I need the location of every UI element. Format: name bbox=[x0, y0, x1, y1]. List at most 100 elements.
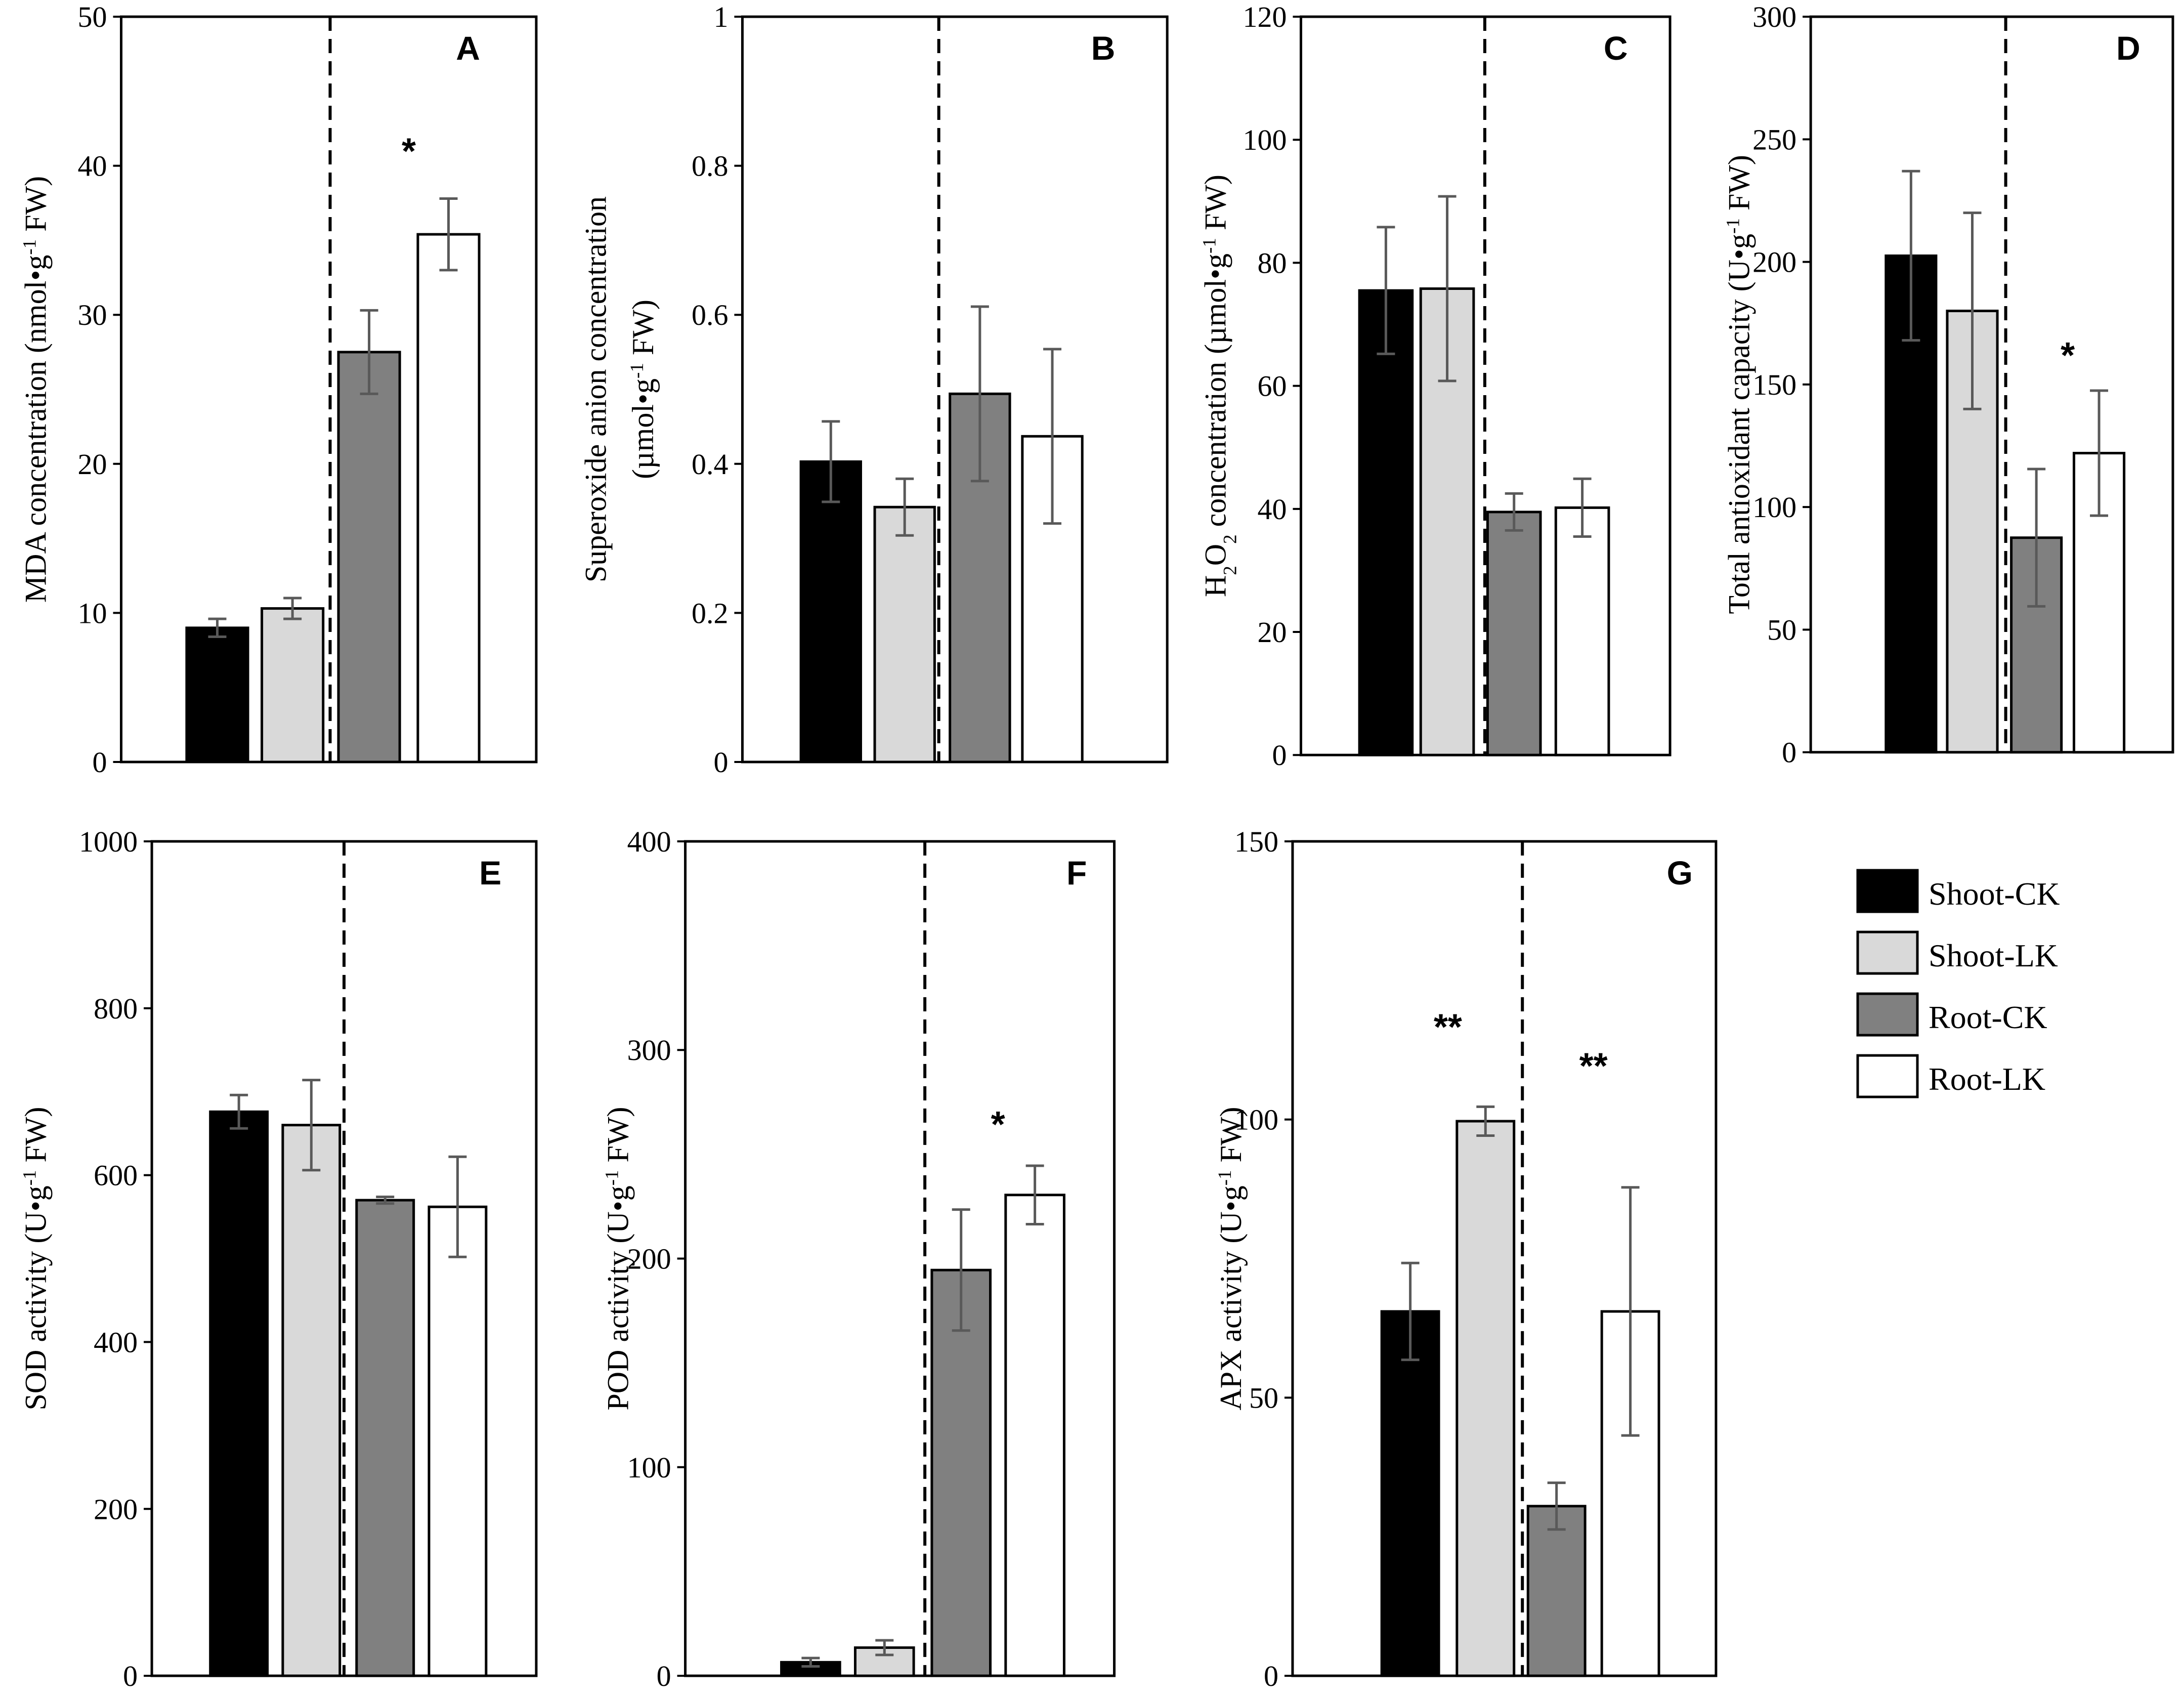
y-axis-label-b-line2: (µmol•g-1 FW) bbox=[626, 300, 660, 479]
error-bar-shoot-ck-f bbox=[801, 1657, 820, 1668]
y-tick-label-g: 0 bbox=[1264, 1660, 1278, 1692]
bar-shoot-lk-b bbox=[873, 505, 936, 763]
error-bar-shoot-lk-d bbox=[1963, 211, 1982, 410]
y-tick-label-c: 40 bbox=[1257, 493, 1287, 526]
y-tick-label-d: 150 bbox=[1752, 368, 1796, 401]
bar-root-lk-e bbox=[427, 1205, 488, 1677]
significance-marker-d: * bbox=[2061, 335, 2075, 376]
bar-shoot-ck-e bbox=[209, 1110, 269, 1677]
error-bar-shoot-ck-d bbox=[1902, 169, 1920, 342]
y-tick-label-d: 300 bbox=[1752, 1, 1796, 33]
legend-swatch-shoot-lk bbox=[1856, 930, 1919, 975]
bar-root-lk-a bbox=[416, 233, 481, 763]
y-tick-label-e: 200 bbox=[94, 1493, 138, 1525]
y-tick-label-c: 100 bbox=[1243, 123, 1287, 156]
bar-shoot-lk-e bbox=[281, 1124, 341, 1677]
y-tick-label-c: 60 bbox=[1257, 370, 1287, 403]
error-bar-root-lk-e bbox=[448, 1155, 467, 1258]
y-axis-label-e: SOD activity (U•g-1 FW) bbox=[19, 1107, 53, 1410]
panel-letter-c: C bbox=[1604, 29, 1628, 67]
legend-label-root-ck: Root-CK bbox=[1929, 999, 2047, 1035]
panel-d: 0 50 100 150 200 250 300 * D Total antioxidant ca… bbox=[1723, 1, 2174, 769]
y-axis-label-d: Total antioxidant capacity (U•g-1 FW) bbox=[1723, 155, 1756, 614]
y-tick-label-g: 150 bbox=[1234, 825, 1278, 858]
y-tick-label-e: 600 bbox=[94, 1159, 138, 1192]
error-bar-root-lk-c bbox=[1573, 477, 1592, 538]
y-tick-label-g: 50 bbox=[1249, 1381, 1278, 1414]
y-tick-label-e: 800 bbox=[94, 992, 138, 1025]
error-bar-root-ck-f bbox=[952, 1208, 970, 1332]
bar-root-ck-a bbox=[337, 351, 401, 763]
panel-letter-f: F bbox=[1066, 854, 1087, 892]
y-tick-label-b: 0.8 bbox=[692, 150, 729, 183]
error-bar-shoot-ck-a bbox=[208, 617, 227, 639]
y-tick-label-d: 0 bbox=[1782, 736, 1796, 769]
y-tick-label-g: 100 bbox=[1234, 1104, 1278, 1136]
bar-root-lk-f bbox=[1004, 1194, 1065, 1677]
legend: Shoot-CK Shoot-LK Root-CK Root-LK bbox=[1856, 869, 2060, 1098]
significance-marker-a: * bbox=[402, 131, 416, 172]
y-axis-label-c: H2O2 concentration (µmol•g-1 FW) bbox=[1199, 175, 1241, 597]
error-bar-root-lk-b bbox=[1043, 348, 1062, 525]
y-tick-label-b: 0.2 bbox=[692, 597, 729, 629]
error-bar-shoot-lk-g bbox=[1476, 1105, 1495, 1137]
panel-a: 0 10 20 30 40 50 * A MDA concentration (nmol•g-1… bbox=[19, 1, 538, 779]
error-bar-shoot-ck-e bbox=[230, 1093, 248, 1130]
y-tick-label-a: 20 bbox=[78, 448, 107, 481]
error-bar-root-ck-c bbox=[1505, 492, 1523, 532]
error-bar-root-ck-b bbox=[970, 305, 989, 483]
y-tick-label-d: 200 bbox=[1752, 246, 1796, 279]
bar-shoot-ck-c bbox=[1358, 289, 1414, 756]
y-tick-label-a: 0 bbox=[93, 746, 107, 779]
error-bar-root-lk-d bbox=[2090, 389, 2109, 517]
panel-letter-e: E bbox=[479, 854, 501, 892]
y-axis-label-b: Superoxide anion concentration bbox=[579, 196, 612, 582]
error-bar-shoot-ck-b bbox=[822, 420, 840, 503]
y-tick-label-b: 0 bbox=[713, 746, 728, 779]
y-tick-label-a: 10 bbox=[78, 597, 107, 629]
significance-marker-g: ** bbox=[1579, 1046, 1608, 1087]
panel-b: 0 0.2 0.4 0.6 0.8 1 B Superoxide anion concentr… bbox=[579, 1, 1169, 779]
error-bar-root-ck-a bbox=[360, 309, 378, 395]
error-bar-shoot-lk-c bbox=[1438, 195, 1457, 383]
bar-shoot-lk-a bbox=[261, 607, 325, 763]
significance-marker-g: ** bbox=[1434, 1007, 1462, 1048]
bar-shoot-ck-b bbox=[799, 460, 862, 763]
bar-shoot-lk-g bbox=[1455, 1120, 1516, 1677]
y-tick-label-a: 50 bbox=[78, 1, 107, 33]
error-bar-shoot-ck-g bbox=[1401, 1261, 1420, 1362]
significance-marker-f: * bbox=[991, 1105, 1005, 1145]
y-tick-label-f: 400 bbox=[627, 825, 671, 858]
y-tick-label-a: 40 bbox=[78, 150, 107, 183]
y-tick-label-d: 250 bbox=[1752, 123, 1796, 156]
error-bar-root-ck-g bbox=[1547, 1481, 1566, 1531]
y-axis-label-g: APX activity (U•g-1 FW) bbox=[1214, 1107, 1248, 1410]
panel-e: 0 200 400 600 800 1000 E SOD activity (U•g-1 FW… bbox=[19, 825, 538, 1692]
error-bar-shoot-ck-c bbox=[1377, 226, 1395, 355]
y-tick-label-f: 300 bbox=[627, 1034, 671, 1067]
y-tick-label-a: 30 bbox=[78, 299, 107, 331]
panel-letter-a: A bbox=[456, 29, 480, 67]
error-bar-root-lk-f bbox=[1025, 1164, 1044, 1225]
y-tick-label-d: 100 bbox=[1752, 491, 1796, 524]
error-bar-shoot-lk-a bbox=[283, 597, 302, 620]
y-tick-label-f: 200 bbox=[627, 1243, 671, 1276]
y-axis-label-a: MDA concentration (nmol•g-1 FW) bbox=[19, 176, 53, 603]
y-tick-label-f: 0 bbox=[657, 1660, 671, 1692]
error-bar-shoot-lk-f bbox=[875, 1639, 894, 1657]
panel-f: 0 100 200 300 400 * F POD activity (U•g-1 FW) bbox=[601, 825, 1116, 1692]
legend-label-root-lk: Root-LK bbox=[1929, 1061, 2045, 1097]
legend-label-shoot-lk: Shoot-LK bbox=[1929, 938, 2058, 973]
legend-swatch-root-ck bbox=[1856, 992, 1919, 1037]
bar-root-ck-g bbox=[1526, 1505, 1587, 1677]
bar-shoot-ck-g bbox=[1380, 1310, 1440, 1677]
y-tick-label-c: 20 bbox=[1257, 616, 1287, 649]
panel-letter-b: B bbox=[1091, 29, 1116, 67]
y-tick-label-c: 120 bbox=[1243, 1, 1287, 33]
y-tick-label-c: 80 bbox=[1257, 246, 1287, 279]
bar-shoot-ck-a bbox=[185, 626, 249, 763]
bar-root-lk-c bbox=[1554, 506, 1610, 756]
y-tick-label-b: 1 bbox=[713, 1, 728, 33]
y-tick-label-c: 0 bbox=[1272, 739, 1287, 772]
